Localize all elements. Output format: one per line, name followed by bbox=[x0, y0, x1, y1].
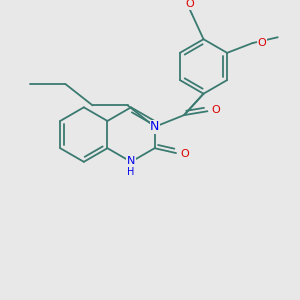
Text: O: O bbox=[180, 149, 189, 159]
Text: O: O bbox=[258, 38, 266, 48]
Text: O: O bbox=[185, 0, 194, 9]
Text: O: O bbox=[212, 105, 220, 115]
Text: N: N bbox=[127, 156, 135, 166]
Text: N: N bbox=[150, 120, 160, 133]
Text: H: H bbox=[127, 167, 135, 177]
